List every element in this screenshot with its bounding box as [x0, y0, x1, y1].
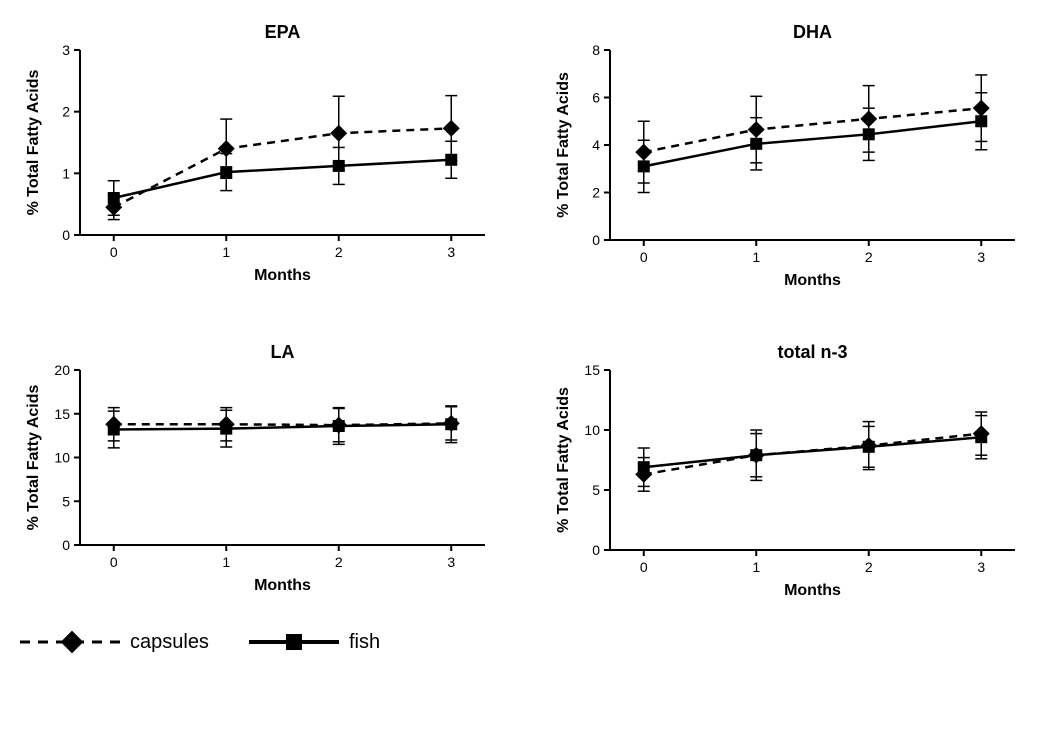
panel-epa: 0 1 2 3 0 1 2 3 % Total Fatty Acids Months EPA [20, 20, 500, 300]
x-tick-label: 1 [752, 249, 760, 265]
capsules-line [644, 108, 982, 152]
chart-title: total n-3 [778, 342, 848, 362]
chart-title: EPA [265, 22, 301, 42]
x-tick-label: 2 [335, 554, 343, 570]
y-axis-label: % Total Fatty Acids [25, 70, 42, 216]
y-tick-label: 5 [62, 493, 70, 509]
chart-grid: 0 1 2 3 0 1 2 3 % Total Fatty Acids Months EPA 0 2 4… [20, 20, 1030, 600]
y-tick-label: 2 [592, 185, 600, 201]
chart-svg: 0 2 4 6 8 0 1 2 3 % Total Fatty Acids Months DHA [550, 20, 1030, 295]
y-axis-label: % Total Fatty Acids [555, 387, 572, 533]
capsules-marker [860, 110, 877, 127]
y-tick-label: 4 [592, 137, 600, 153]
x-tick-label: 2 [865, 249, 873, 265]
y-tick-label: 5 [592, 482, 600, 498]
y-tick-label: 2 [62, 104, 70, 120]
panel-la: 0 5 10 15 20 0 1 2 3 % Total Fatty Acids Months LA [20, 340, 500, 610]
y-tick-label: 10 [54, 450, 70, 466]
y-axis-label: % Total Fatty Acids [25, 385, 42, 531]
legend-label-capsules: capsules [130, 631, 209, 654]
capsules-line [114, 423, 452, 425]
x-tick-label: 1 [222, 244, 230, 260]
x-axis-label: Months [784, 272, 841, 289]
capsules-marker [748, 121, 765, 138]
x-tick-label: 3 [977, 249, 985, 265]
y-tick-label: 20 [54, 362, 70, 378]
chart-title: LA [271, 342, 295, 362]
y-tick-label: 8 [592, 42, 600, 58]
y-tick-label: 10 [584, 422, 600, 438]
fish-line [114, 160, 452, 198]
y-tick-label: 15 [54, 406, 70, 422]
x-axis-label: Months [254, 267, 311, 284]
x-tick-label: 3 [977, 559, 985, 575]
y-tick-label: 6 [592, 90, 600, 106]
x-tick-label: 2 [335, 244, 343, 260]
x-tick-label: 0 [640, 559, 648, 575]
chart-svg: 0 1 2 3 0 1 2 3 % Total Fatty Acids Months EPA [20, 20, 500, 290]
legend-item-capsules: capsules [20, 630, 209, 654]
x-tick-label: 0 [110, 244, 118, 260]
legend: capsules fish [20, 630, 1030, 654]
legend-swatch-fish [249, 630, 339, 654]
capsules-marker [973, 100, 990, 117]
capsules-marker [218, 140, 235, 157]
capsules-marker [443, 120, 460, 137]
y-tick-label: 3 [62, 42, 70, 58]
y-tick-label: 0 [592, 232, 600, 248]
y-tick-label: 0 [592, 542, 600, 558]
chart-svg: 0 5 10 15 20 0 1 2 3 % Total Fatty Acids Months LA [20, 340, 500, 600]
y-tick-label: 0 [62, 227, 70, 243]
capsules-marker [635, 144, 652, 161]
chart-svg: 0 5 10 15 0 1 2 3 % Total Fatty Acids Months total… [550, 340, 1030, 605]
chart-title: DHA [793, 22, 832, 42]
x-axis-label: Months [784, 582, 841, 599]
fish-line [644, 437, 982, 467]
legend-label-fish: fish [349, 631, 380, 654]
y-tick-label: 0 [62, 537, 70, 553]
legend-swatch-capsules [20, 630, 120, 654]
x-axis-label: Months [254, 577, 311, 594]
x-tick-label: 0 [640, 249, 648, 265]
x-tick-label: 3 [447, 554, 455, 570]
y-tick-label: 15 [584, 362, 600, 378]
legend-item-fish: fish [249, 630, 380, 654]
x-tick-label: 0 [110, 554, 118, 570]
y-tick-label: 1 [62, 165, 70, 181]
panel-dha: 0 2 4 6 8 0 1 2 3 % Total Fatty Acids Months DHA [550, 20, 1030, 300]
capsules-line [644, 434, 982, 475]
capsules-marker [330, 125, 347, 142]
y-axis-label: % Total Fatty Acids [555, 72, 572, 218]
x-tick-label: 3 [447, 244, 455, 260]
fish-line [644, 121, 982, 166]
x-tick-label: 2 [865, 559, 873, 575]
panel-totaln3: 0 5 10 15 0 1 2 3 % Total Fatty Acids Months total… [550, 340, 1030, 610]
x-tick-label: 1 [222, 554, 230, 570]
x-tick-label: 1 [752, 559, 760, 575]
